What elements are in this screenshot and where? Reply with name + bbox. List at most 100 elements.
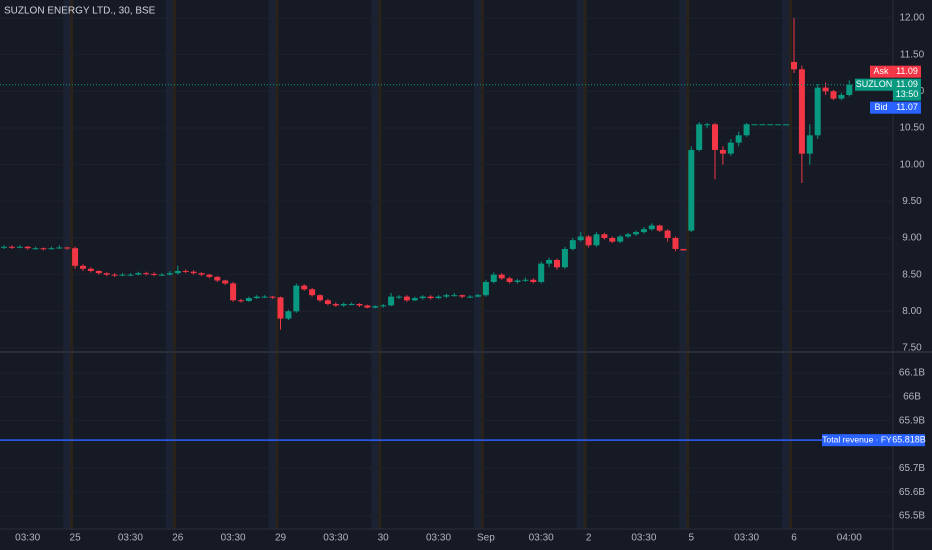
session-band <box>789 0 793 529</box>
x-tick-label: 6 <box>791 533 797 544</box>
candle-body <box>80 265 86 269</box>
candle-body <box>838 94 845 99</box>
session-band <box>165 0 174 529</box>
y-tick-label: 66B <box>903 391 921 402</box>
candle-body <box>388 296 395 306</box>
session-band <box>679 0 688 529</box>
candle-body <box>32 248 39 250</box>
candle-body <box>293 285 300 312</box>
candle-body <box>166 273 173 275</box>
candle-body <box>119 274 126 276</box>
candle-body <box>680 248 687 251</box>
ask-tag <box>870 65 893 78</box>
countdown: 13:50 <box>896 89 919 99</box>
candle-body <box>561 248 568 268</box>
session-band <box>63 0 72 529</box>
symbol-label: SUZLON <box>856 79 893 89</box>
candle-body <box>719 149 726 154</box>
y-tick-label: 7.50 <box>902 343 922 354</box>
y-tick-label: 12.00 <box>899 13 924 24</box>
candle-body <box>245 298 252 302</box>
legend-label: Total revenue · FY <box>822 434 892 444</box>
candle-body <box>696 124 703 150</box>
chart-title: SUZLON ENERGY LTD., 30, BSE <box>4 6 156 17</box>
candle-body <box>704 124 711 126</box>
candle-body <box>348 303 355 305</box>
bid-label: Bid <box>874 102 887 112</box>
x-tick-label: 03:30 <box>734 533 759 544</box>
candle-body <box>625 234 632 237</box>
y-tick-label: 65.5B <box>899 511 925 522</box>
x-tick-label: 2 <box>586 533 592 544</box>
bid-value: 11.07 <box>896 102 918 112</box>
candle-body <box>380 305 387 307</box>
y-tick-label: 65.6B <box>899 487 925 498</box>
candle-body <box>672 237 679 249</box>
candle-body <box>403 296 410 301</box>
candle-body <box>48 248 55 250</box>
y-tick-label: 8.00 <box>902 306 922 317</box>
candle-body <box>814 87 821 136</box>
candle-body <box>222 280 229 284</box>
candle-body <box>372 306 379 308</box>
candle-body <box>174 270 181 274</box>
candle-body <box>656 225 663 231</box>
candle-body <box>585 236 592 246</box>
candle-body <box>593 234 600 246</box>
y-tick-label: 8.50 <box>902 269 922 280</box>
candle-body <box>214 276 221 281</box>
candle-body <box>324 300 331 304</box>
x-tick-label: 30 <box>378 533 390 544</box>
candle-body <box>475 295 481 297</box>
candle-body <box>277 297 284 319</box>
candle-body <box>546 259 553 264</box>
x-tick-label: 5 <box>689 533 695 544</box>
y-tick-label: 9.50 <box>902 196 922 207</box>
candle-body <box>743 124 750 136</box>
candle-body <box>498 274 505 279</box>
candle-body <box>506 278 513 282</box>
candle-body <box>135 273 142 275</box>
candle-body <box>482 281 489 296</box>
candle-body <box>143 273 150 275</box>
candle-body <box>340 303 347 306</box>
session-band <box>70 0 74 529</box>
y-tick-label: 11.50 <box>900 49 925 60</box>
candle-body <box>206 274 213 277</box>
candle-body <box>664 230 671 238</box>
ask-box <box>893 65 921 78</box>
legend-tag <box>822 434 893 447</box>
candle-body <box>822 87 829 92</box>
candle-body <box>451 295 458 297</box>
x-tick-label: 26 <box>172 533 184 544</box>
y-tick-label: 10.00 <box>899 159 924 170</box>
y-tick-label: 9.00 <box>902 233 922 244</box>
y-tick-label: 10.50 <box>899 123 924 134</box>
candle-body <box>601 234 608 238</box>
candle-body <box>151 273 158 275</box>
candle-body <box>40 248 47 250</box>
candle-body <box>798 69 805 154</box>
x-tick-label: 04:00 <box>837 533 862 544</box>
candle-body <box>261 296 268 298</box>
session-band <box>782 0 791 529</box>
candle-body <box>1 246 7 248</box>
candle-body <box>182 270 189 272</box>
candle-body <box>64 247 71 249</box>
candle-body <box>783 124 790 126</box>
session-band <box>378 0 382 529</box>
candle-body <box>727 142 734 154</box>
candle-body <box>111 274 118 276</box>
value-box <box>893 434 925 447</box>
last-box <box>893 78 921 101</box>
candle-body <box>198 273 205 275</box>
candle-body <box>238 300 244 302</box>
candle-body <box>806 135 813 154</box>
ask-value: 11.09 <box>896 66 918 76</box>
y-tick-label: 65.9B <box>899 415 925 426</box>
candle-body <box>309 289 316 296</box>
value-label: 65.818B <box>892 435 926 445</box>
candle-body <box>467 296 474 298</box>
candle-body <box>285 311 292 319</box>
candle-body <box>419 296 426 299</box>
